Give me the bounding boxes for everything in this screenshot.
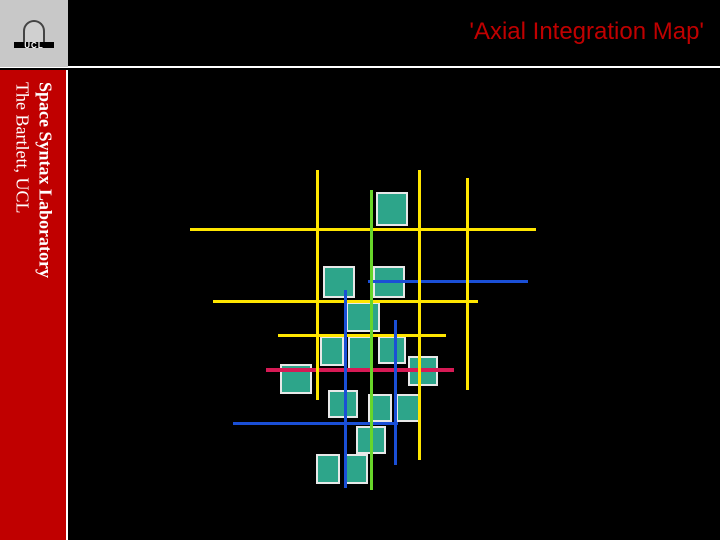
dome-icon	[23, 20, 45, 42]
axial-line	[344, 290, 347, 488]
map-block	[378, 336, 406, 364]
map-block	[346, 302, 380, 332]
map-block	[320, 336, 344, 366]
axial-line	[418, 170, 421, 460]
axial-line	[233, 422, 398, 425]
sidebar-line1: Space Syntax Laboratory	[33, 82, 56, 278]
sidebar: Space Syntax Laboratory The Bartlett, UC…	[0, 70, 68, 540]
map-block	[328, 390, 358, 418]
axial-line	[190, 228, 536, 231]
axial-line	[466, 178, 469, 390]
axial-line	[394, 320, 397, 465]
map-block	[344, 454, 368, 484]
map-block	[323, 266, 355, 298]
axial-line	[370, 190, 373, 490]
axial-line	[316, 170, 319, 400]
page-title: 'Axial Integration Map'	[469, 18, 704, 46]
axial-map-diagram	[68, 70, 720, 540]
sidebar-label: Space Syntax Laboratory The Bartlett, UC…	[10, 82, 57, 278]
map-block	[396, 394, 420, 422]
axial-line	[266, 368, 454, 372]
header: UCL 'Axial Integration Map'	[0, 0, 720, 68]
logo-text: UCL	[14, 42, 54, 48]
axial-line	[368, 280, 528, 283]
map-block	[316, 454, 340, 484]
sidebar-line2: The Bartlett, UCL	[10, 82, 33, 278]
ucl-logo: UCL	[0, 0, 68, 67]
map-block	[376, 192, 408, 226]
map-block	[348, 336, 372, 370]
